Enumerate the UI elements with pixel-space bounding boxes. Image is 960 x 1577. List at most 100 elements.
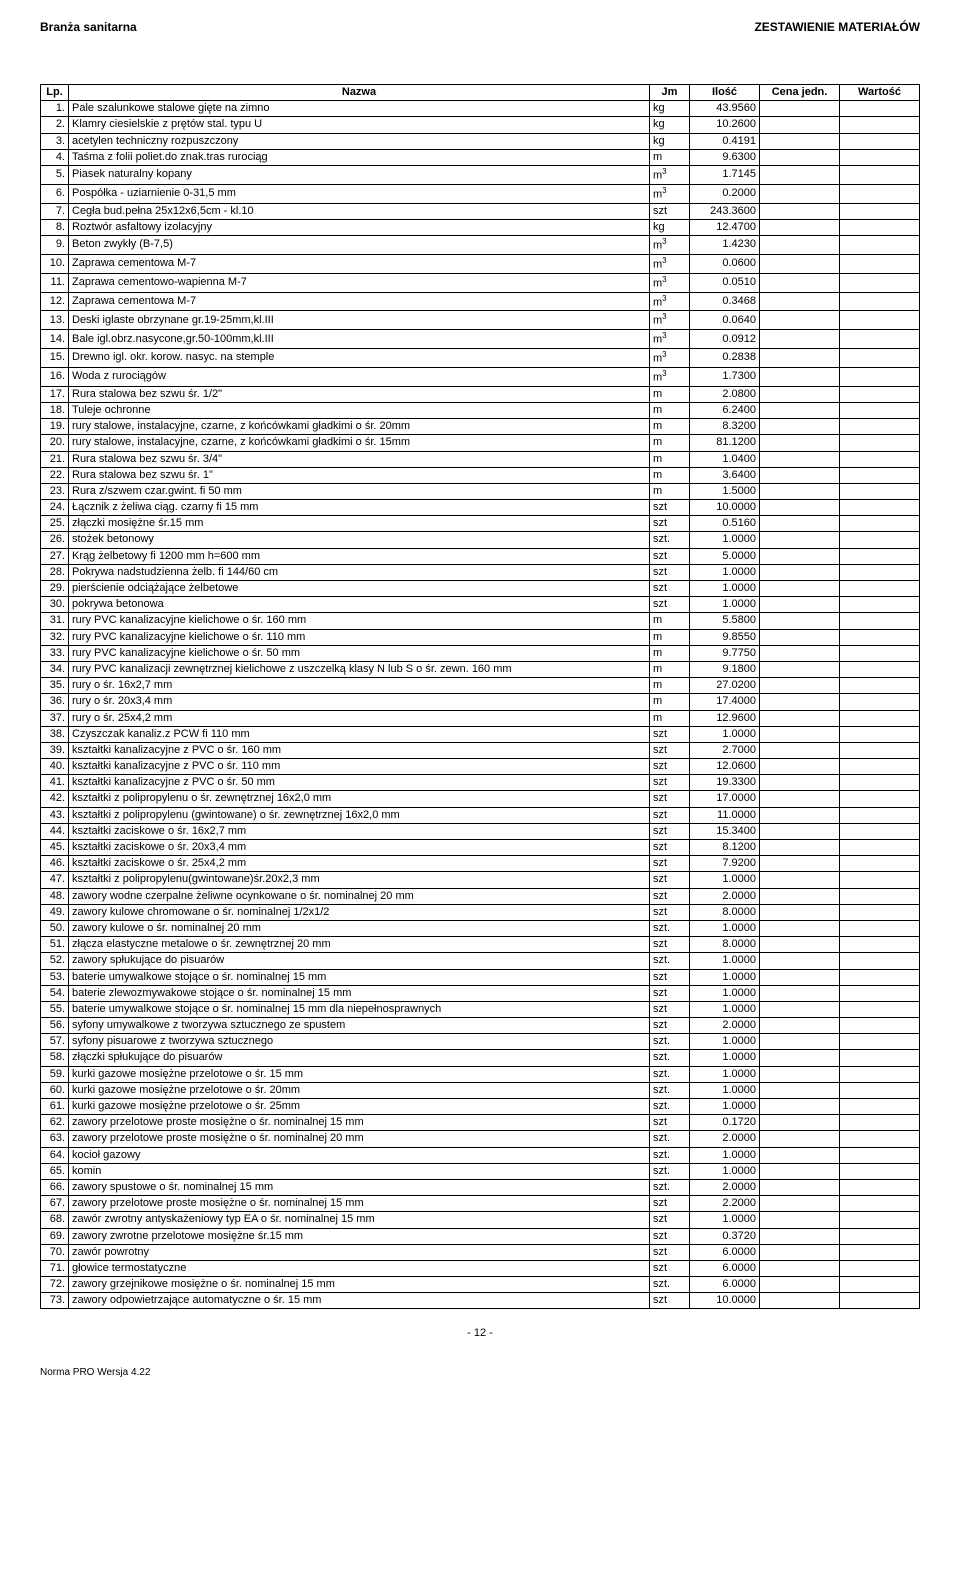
cell-value [840, 920, 920, 936]
cell-price [760, 1260, 840, 1276]
cell-name: rury stalowe, instalacyjne, czarne, z ko… [69, 419, 650, 435]
table-row: 5.Piasek naturalny kopanym31.7145 [41, 165, 920, 184]
table-row: 27.Krąg żelbetowy fi 1200 mm h=600 mmszt… [41, 548, 920, 564]
cell-jm: m3 [650, 349, 690, 368]
header-right: ZESTAWIENIE MATERIAŁÓW [754, 20, 920, 34]
cell-price [760, 985, 840, 1001]
table-row: 30.pokrywa betonowaszt1.0000 [41, 597, 920, 613]
cell-value [840, 759, 920, 775]
cell-price [760, 969, 840, 985]
cell-price [760, 1163, 840, 1179]
cell-jm: szt. [650, 920, 690, 936]
cell-jm: szt [650, 1196, 690, 1212]
cell-lp: 10. [41, 254, 69, 273]
cell-qty: 1.7145 [690, 165, 760, 184]
cell-value [840, 236, 920, 255]
cell-lp: 28. [41, 564, 69, 580]
cell-lp: 13. [41, 311, 69, 330]
materials-table: Lp. Nazwa Jm Ilość Cena jedn. Wartość 1.… [40, 84, 920, 1309]
cell-lp: 64. [41, 1147, 69, 1163]
cell-price [760, 564, 840, 580]
cell-lp: 56. [41, 1018, 69, 1034]
cell-price [760, 548, 840, 564]
table-row: 63.zawory przelotowe proste mosiężne o ś… [41, 1131, 920, 1147]
cell-lp: 51. [41, 937, 69, 953]
table-row: 37.rury o śr. 25x4,2 mmm12.9600 [41, 710, 920, 726]
cell-lp: 36. [41, 694, 69, 710]
table-row: 65.kominszt.1.0000 [41, 1163, 920, 1179]
cell-qty: 10.0000 [690, 500, 760, 516]
cell-value [840, 840, 920, 856]
cell-jm: szt [650, 807, 690, 823]
cell-price [760, 1066, 840, 1082]
table-row: 48.zawory wodne czerpalne żeliwne ocynko… [41, 888, 920, 904]
cell-jm: szt [650, 581, 690, 597]
cell-price [760, 1001, 840, 1017]
cell-jm: m3 [650, 292, 690, 311]
cell-jm: szt [650, 823, 690, 839]
cell-qty: 1.0000 [690, 1034, 760, 1050]
table-row: 34.rury PVC kanalizacji zewnętrznej kiel… [41, 661, 920, 677]
cell-lp: 26. [41, 532, 69, 548]
cell-jm: szt [650, 1293, 690, 1309]
cell-jm: m [650, 149, 690, 165]
cell-qty: 1.0000 [690, 1147, 760, 1163]
cell-qty: 1.0000 [690, 985, 760, 1001]
cell-jm: m [650, 678, 690, 694]
cell-name: kurki gazowe mosiężne przelotowe o śr. 1… [69, 1066, 650, 1082]
cell-name: rury stalowe, instalacyjne, czarne, z ko… [69, 435, 650, 451]
cell-jm: kg [650, 219, 690, 235]
cell-price [760, 645, 840, 661]
cell-price [760, 273, 840, 292]
cell-lp: 62. [41, 1115, 69, 1131]
table-row: 60.kurki gazowe mosiężne przelotowe o śr… [41, 1082, 920, 1098]
cell-qty: 2.0800 [690, 386, 760, 402]
table-row: 7.Cegła bud.pełna 25x12x6,5cm - kl.10szt… [41, 203, 920, 219]
cell-lp: 23. [41, 483, 69, 499]
cell-name: kształtki kanalizacyjne z PVC o śr. 110 … [69, 759, 650, 775]
cell-price [760, 629, 840, 645]
table-row: 12.Zaprawa cementowa M-7m30.3468 [41, 292, 920, 311]
cell-price [760, 500, 840, 516]
table-row: 46.kształtki zaciskowe o śr. 25x4,2 mmsz… [41, 856, 920, 872]
cell-lp: 58. [41, 1050, 69, 1066]
cell-jm: szt [650, 904, 690, 920]
cell-price [760, 1196, 840, 1212]
cell-value [840, 1050, 920, 1066]
cell-qty: 2.7000 [690, 742, 760, 758]
cell-value [840, 1115, 920, 1131]
cell-value [840, 1034, 920, 1050]
cell-qty: 19.3300 [690, 775, 760, 791]
cell-lp: 5. [41, 165, 69, 184]
cell-name: komin [69, 1163, 650, 1179]
cell-qty: 11.0000 [690, 807, 760, 823]
cell-value [840, 532, 920, 548]
cell-price [760, 483, 840, 499]
cell-name: kurki gazowe mosiężne przelotowe o śr. 2… [69, 1082, 650, 1098]
cell-value [840, 500, 920, 516]
cell-name: kurki gazowe mosiężne przelotowe o śr. 2… [69, 1099, 650, 1115]
cell-price [760, 467, 840, 483]
cell-price [760, 840, 840, 856]
cell-lp: 63. [41, 1131, 69, 1147]
table-row: 31.rury PVC kanalizacyjne kielichowe o ś… [41, 613, 920, 629]
cell-name: Krąg żelbetowy fi 1200 mm h=600 mm [69, 548, 650, 564]
table-row: 13.Deski iglaste obrzynane gr.19-25mm,kl… [41, 311, 920, 330]
cell-price [760, 165, 840, 184]
cell-value [840, 1228, 920, 1244]
cell-qty: 15.3400 [690, 823, 760, 839]
table-row: 25.złączki mosiężne śr.15 mmszt0.5160 [41, 516, 920, 532]
cell-name: rury PVC kanalizacyjne kielichowe o śr. … [69, 629, 650, 645]
table-row: 18.Tuleje ochronnem6.2400 [41, 402, 920, 418]
cell-qty: 0.3720 [690, 1228, 760, 1244]
cell-lp: 4. [41, 149, 69, 165]
cell-lp: 6. [41, 184, 69, 203]
cell-jm: szt [650, 888, 690, 904]
col-name: Nazwa [69, 85, 650, 101]
cell-value [840, 1082, 920, 1098]
cell-qty: 0.4191 [690, 133, 760, 149]
cell-qty: 1.0000 [690, 920, 760, 936]
table-row: 69.zawory zwrotne przelotowe mosiężne śr… [41, 1228, 920, 1244]
cell-jm: m [650, 435, 690, 451]
cell-jm: szt. [650, 1163, 690, 1179]
